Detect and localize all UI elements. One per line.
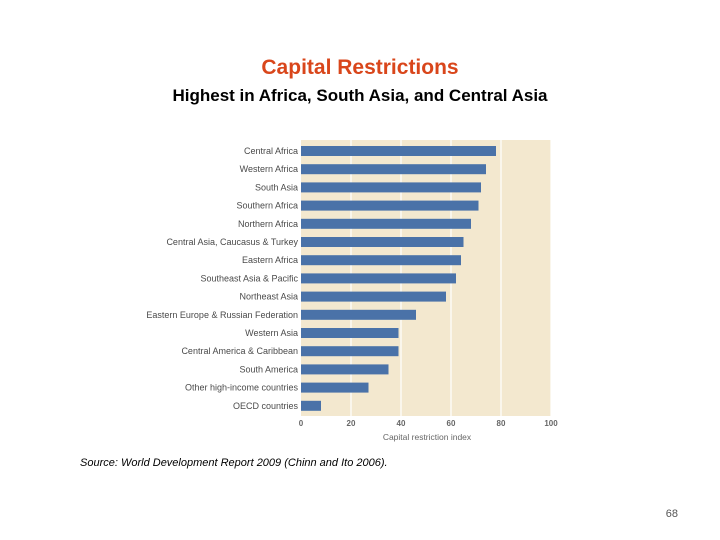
- slide-subtitle: Highest in Africa, South Asia, and Centr…: [172, 86, 548, 105]
- x-tick-label: 60: [447, 419, 456, 428]
- bar: [301, 328, 399, 338]
- category-label: Eastern Europe & Russian Federation: [146, 310, 298, 320]
- category-label: OECD countries: [233, 401, 299, 411]
- category-label: Central Asia, Caucasus & Turkey: [166, 237, 298, 247]
- bar: [301, 146, 496, 156]
- page-number: 68: [665, 508, 678, 520]
- category-label: Northeast Asia: [239, 292, 298, 302]
- bars: [301, 146, 496, 411]
- x-tick-label: 80: [497, 419, 506, 428]
- category-labels: Central Africa Western Africa South Asia So…: [146, 146, 298, 411]
- category-label: Other high-income countries: [185, 383, 299, 393]
- category-label: Southeast Asia & Pacific: [200, 273, 298, 283]
- x-tick-label: 0: [299, 419, 304, 428]
- bar: [301, 382, 369, 393]
- bar: [301, 164, 486, 175]
- x-tick-labels: 0 20 40 60 80 100: [299, 419, 558, 428]
- bar: [301, 291, 446, 302]
- category-label: South America: [239, 364, 298, 374]
- category-label: Central America & Caribbean: [181, 346, 298, 356]
- bar: [301, 200, 479, 211]
- bar: [301, 255, 461, 266]
- x-tick-label: 20: [347, 419, 356, 428]
- bar: [301, 237, 464, 247]
- x-tick-label: 40: [397, 419, 406, 428]
- x-axis-label: Capital restriction index: [383, 432, 472, 442]
- category-label: Central Africa: [244, 146, 298, 156]
- bar: [301, 364, 389, 375]
- category-label: South Asia: [255, 182, 298, 192]
- x-tick-label: 100: [544, 419, 558, 428]
- category-label: Northern Africa: [238, 219, 298, 229]
- slide-title: Capital Restrictions: [261, 56, 459, 79]
- category-label: Western Africa: [240, 164, 298, 174]
- category-label: Southern Africa: [236, 201, 298, 211]
- source-note: Source: World Development Report 2009 (C…: [80, 457, 388, 469]
- bar: [301, 309, 416, 320]
- bar: [301, 346, 399, 357]
- bar: [301, 182, 481, 193]
- bar: [301, 218, 471, 229]
- bar: [301, 400, 321, 411]
- bar: [301, 273, 456, 284]
- category-label: Eastern Africa: [242, 255, 298, 265]
- category-label: Western Asia: [245, 328, 298, 338]
